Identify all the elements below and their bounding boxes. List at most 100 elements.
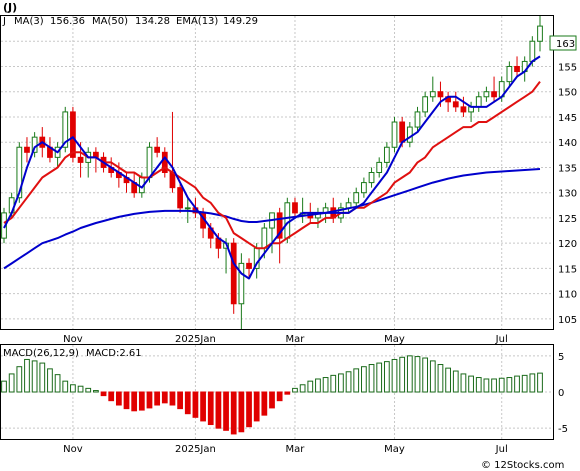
- price-y-tick-label: 140: [558, 138, 577, 149]
- price-y-tick-label: 110: [558, 290, 577, 301]
- candle-body: [62, 111, 69, 148]
- candle-body: [399, 121, 406, 143]
- candle-body: [361, 182, 367, 194]
- macd-bar: [169, 391, 176, 406]
- macd-y-tick-label: -5: [558, 424, 568, 435]
- macd-bar: [376, 362, 383, 393]
- macd-bar: [8, 373, 15, 393]
- macd-bar: [330, 374, 337, 393]
- macd-bar: [85, 387, 92, 393]
- macd-bar: [299, 384, 306, 393]
- price-panel-frame: [0, 15, 554, 330]
- candle-body: [16, 146, 23, 199]
- macd-bar: [39, 362, 46, 393]
- candle-body: [376, 161, 383, 174]
- candle-body: [169, 172, 176, 189]
- macd-bar: [315, 378, 321, 393]
- price-x-tick-label: 2025Jan: [175, 334, 216, 345]
- candle-body: [429, 91, 436, 98]
- macd-bar: [491, 378, 497, 393]
- macd-bar: [261, 391, 268, 416]
- candle-body: [70, 111, 76, 158]
- macd-bar: [16, 366, 23, 393]
- macd-bar: [24, 358, 30, 393]
- candle-body: [475, 96, 482, 108]
- candle-body: [154, 146, 161, 153]
- chart-title: (J): [3, 1, 17, 14]
- candle-body: [422, 96, 429, 113]
- macd-bar: [146, 391, 153, 409]
- macd-bar: [537, 372, 543, 393]
- macd-bar: [238, 391, 245, 433]
- candle-body: [537, 25, 543, 42]
- macd-bar: [391, 358, 398, 393]
- candle-body: [353, 192, 360, 204]
- price-y-tick-label: 105: [558, 315, 577, 326]
- macd-bar: [437, 364, 444, 393]
- macd-bar: [368, 364, 375, 393]
- macd-bar: [70, 384, 76, 393]
- macd-label: MACD(26,12,9): [3, 348, 79, 359]
- legend-ma3-value: 156.36: [50, 16, 85, 27]
- macd-bar: [253, 391, 260, 422]
- macd-x-tick-label: Mar: [286, 444, 306, 455]
- candle-body: [146, 146, 153, 179]
- macd-bar: [406, 355, 413, 393]
- macd-panel-frame: [0, 344, 554, 440]
- macd-value-label: MACD:2.61: [86, 348, 142, 359]
- candle-body: [437, 91, 444, 98]
- macd-bar: [414, 356, 421, 393]
- price-x-tick-label: Jul: [495, 334, 508, 345]
- price-y-tick-label: 125: [558, 214, 577, 225]
- candle-body: [514, 65, 520, 73]
- macd-bar: [47, 368, 53, 393]
- macd-bar: [475, 377, 482, 393]
- macd-panel: 5 0 -5 MACD(26,12,9) MACD:2.61 Nov 2025Jan M…: [0, 344, 568, 455]
- macd-bar: [1, 380, 7, 393]
- legend-ema13-value: 149.29: [223, 16, 258, 27]
- macd-bar: [31, 360, 38, 393]
- macd-bar: [529, 373, 536, 393]
- macd-bar: [184, 391, 191, 415]
- macd-bar: [452, 370, 459, 393]
- macd-bar: [399, 356, 406, 393]
- macd-bar: [77, 385, 84, 393]
- price-y-tick-label: 135: [558, 163, 577, 174]
- price-y-tick-label: 130: [558, 189, 577, 200]
- candle-body: [483, 91, 490, 98]
- macd-bar: [131, 391, 138, 412]
- candle-body: [177, 187, 183, 209]
- candle-body: [414, 111, 421, 128]
- macd-bar: [361, 366, 367, 393]
- price-y-tick-label: 155: [558, 62, 577, 73]
- price-series: [1, 16, 543, 329]
- macd-bar: [445, 367, 451, 393]
- macd-bar: [161, 391, 168, 404]
- price-x-labels: Nov2025JanMarMayJulSep: [63, 334, 508, 345]
- price-x-tick-label: Nov: [63, 334, 83, 345]
- macd-bars: [1, 355, 543, 435]
- last-price-badge: [549, 35, 577, 51]
- legend-ma50-label: MA(50): [92, 16, 128, 27]
- legend-ema13-label: EMA(13): [176, 16, 218, 27]
- macd-bar: [269, 391, 275, 409]
- macd-x-tick-label: Jul: [495, 444, 508, 455]
- candle-body: [246, 262, 252, 269]
- candle-body: [460, 106, 467, 113]
- macd-bar: [292, 387, 298, 393]
- macd-y-tick-label: 5: [558, 352, 564, 363]
- price-y-axis: 105110115120125130135140145150155160: [558, 37, 577, 326]
- macd-bar: [54, 374, 61, 393]
- last-price-label: 163: [556, 39, 575, 50]
- price-y-tick-label: 115: [558, 264, 577, 275]
- candle-body: [161, 151, 168, 174]
- macd-bar: [115, 391, 122, 406]
- macd-x-tick-label: 2025Jan: [175, 444, 216, 455]
- candle-body: [261, 227, 268, 249]
- macd-y-tick-label: 0: [558, 388, 564, 399]
- macd-x-tick-label: May: [384, 444, 405, 455]
- macd-bar: [93, 390, 99, 393]
- macd-bar: [284, 391, 291, 395]
- macd-bar: [460, 373, 467, 393]
- price-y-tick-label: 120: [558, 239, 577, 250]
